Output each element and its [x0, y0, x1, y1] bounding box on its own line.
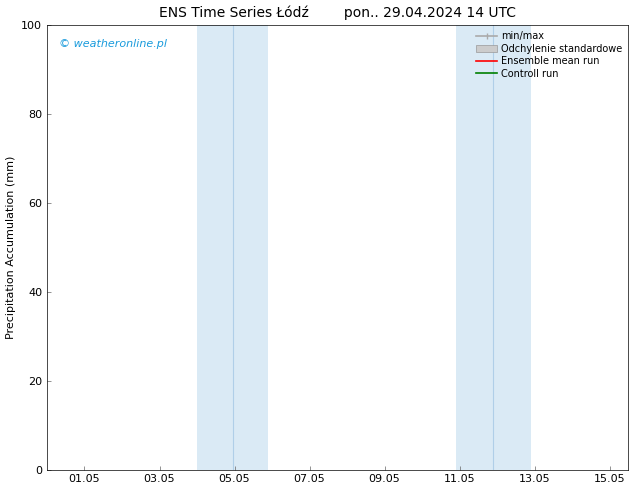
- Y-axis label: Precipitation Accumulation (mm): Precipitation Accumulation (mm): [6, 156, 16, 339]
- Bar: [197, 25, 268, 469]
- Title: ENS Time Series Łódź        pon.. 29.04.2024 14 UTC: ENS Time Series Łódź pon.. 29.04.2024 14…: [159, 5, 516, 20]
- Legend: min/max, Odchylenie standardowe, Ensemble mean run, Controll run: min/max, Odchylenie standardowe, Ensembl…: [472, 27, 626, 82]
- Text: © weatheronline.pl: © weatheronline.pl: [58, 39, 167, 49]
- Bar: [456, 25, 531, 469]
